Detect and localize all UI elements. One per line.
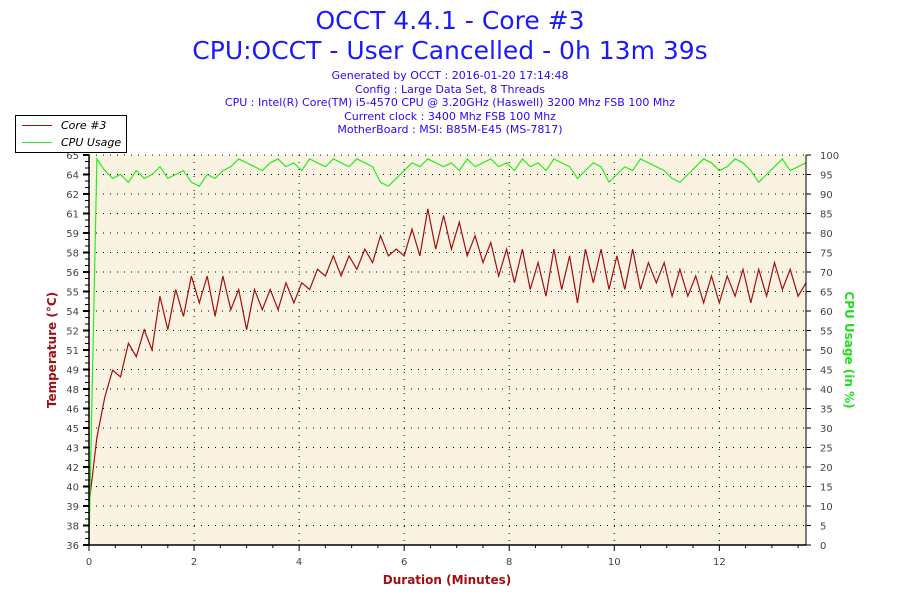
y-tick-label: 59 <box>66 229 79 240</box>
legend-label: CPU Usage <box>61 135 122 149</box>
y-tick-label: 45 <box>66 424 79 435</box>
y2-tick-label: 15 <box>820 483 833 494</box>
x-tick-label: 2 <box>191 557 197 568</box>
y-tick-label: 58 <box>66 249 79 260</box>
info-generated: Generated by OCCT : 2016-01-20 17:14:48 <box>331 69 569 82</box>
x-tick-label: 8 <box>506 557 512 568</box>
y-axis-label: Temperature (°C) <box>45 292 59 408</box>
cpu-usage-line <box>88 156 807 546</box>
chart-subtitle: CPU:OCCT - User Cancelled - 0h 13m 39s <box>192 36 708 65</box>
y2-tick-label: 75 <box>820 249 833 260</box>
y2-tick-label: 70 <box>820 268 833 279</box>
chart-title: OCCT 4.4.1 - Core #3 <box>315 6 585 35</box>
y-tick-label: 48 <box>66 385 79 396</box>
info-cpu: CPU : Intel(R) Core(TM) i5-4570 CPU @ 3.… <box>224 96 676 110</box>
x-axis-label: Duration (Minutes) <box>383 573 511 587</box>
y2-tick-label: 80 <box>820 229 833 240</box>
y2-tick-label: 65 <box>820 288 833 299</box>
info-config: Config : Large Data Set, 8 Threads <box>355 82 545 96</box>
legend-item-core3: Core #3 <box>22 117 106 133</box>
y-tick-label: 64 <box>66 171 79 182</box>
y-tick-label: 42 <box>66 463 79 474</box>
x-tick-label: 0 <box>86 557 92 568</box>
y2-tick-label: 0 <box>820 541 826 552</box>
y2-tick-label: 25 <box>820 444 833 455</box>
y2-tick-label: 90 <box>820 190 833 201</box>
y2-tick-label: 35 <box>820 405 833 416</box>
info-motherboard: MotherBoard : MSI: B85M-E45 (MS-7817) <box>337 123 563 137</box>
core3-temperature-line <box>88 208 807 505</box>
y2-tick-label: 40 <box>820 385 833 396</box>
y2-axis-label: CPU Usage (in %) <box>842 291 856 408</box>
x-tick-label: 12 <box>713 557 726 568</box>
y2-tick-label: 95 <box>820 171 833 182</box>
y-tick-label: 43 <box>66 444 79 455</box>
y2-tick-label: 30 <box>820 424 833 435</box>
y-tick-label: 36 <box>66 541 79 552</box>
y-tick-label: 38 <box>66 522 79 533</box>
y-tick-label: 46 <box>66 405 79 416</box>
y2-tick-label: 20 <box>820 463 833 474</box>
legend-item-cpu: CPU Usage <box>22 134 121 150</box>
y-tick-label: 62 <box>66 190 79 201</box>
y2-tick-label: 100 <box>820 151 839 162</box>
y-tick-label: 40 <box>66 483 79 494</box>
y-tick-label: 39 <box>66 502 79 513</box>
y-tick-label: 55 <box>66 288 79 299</box>
y-tick-label: 49 <box>66 366 79 377</box>
y2-tick-label: 55 <box>820 327 833 338</box>
y-tick-label: 51 <box>66 346 79 357</box>
y2-tick-label: 50 <box>820 346 833 357</box>
system-info: Generated by OCCT : 2016-01-20 17:14:48 … <box>0 69 900 137</box>
y2-tick-label: 10 <box>820 502 833 513</box>
y-tick-label: 65 <box>66 151 79 162</box>
y-tick-label: 52 <box>66 327 79 338</box>
legend: Core #3 CPU Usage <box>15 115 127 153</box>
y2-tick-label: 85 <box>820 210 833 221</box>
y2-tick-label: 60 <box>820 307 833 318</box>
y2-tick-label: 45 <box>820 366 833 377</box>
x-tick-label: 6 <box>401 557 407 568</box>
info-clock: Current clock : 3400 Mhz FSB 100 Mhz <box>344 109 556 123</box>
y2-tick-label: 5 <box>820 522 826 533</box>
y-tick-label: 56 <box>66 268 79 279</box>
y-tick-label: 61 <box>66 210 79 221</box>
x-tick-label: 10 <box>608 557 621 568</box>
x-tick-label: 4 <box>296 557 302 568</box>
legend-label: Core #3 <box>61 118 107 132</box>
y-tick-label: 54 <box>66 307 79 318</box>
